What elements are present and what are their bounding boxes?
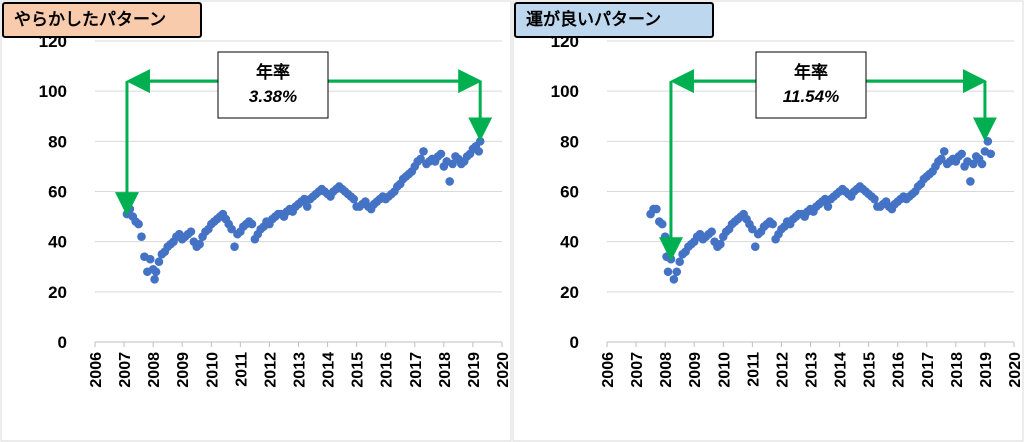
x-tick-label: 2008 <box>658 352 675 388</box>
x-tick-label: 2015 <box>862 352 879 388</box>
x-tick-label: 2013 <box>292 352 309 388</box>
data-point <box>675 257 684 267</box>
data-point <box>957 149 966 159</box>
cagr-box <box>755 51 867 119</box>
cagr-label: 年率 <box>794 62 828 82</box>
y-tick-label: 40 <box>48 233 67 252</box>
x-tick-label: 2010 <box>716 352 733 388</box>
data-point <box>227 224 236 234</box>
x-tick-label: 2008 <box>146 352 163 388</box>
y-tick-label: 80 <box>560 132 579 151</box>
y-tick-label: 100 <box>551 82 579 101</box>
data-point <box>750 242 760 251</box>
x-tick-label: 2011 <box>745 352 762 387</box>
x-tick-label: 2017 <box>408 352 425 388</box>
data-point <box>672 267 682 277</box>
y-tick-label: 0 <box>570 333 579 352</box>
y-tick-label: 80 <box>48 132 67 151</box>
x-tick-label: 2009 <box>687 352 704 388</box>
x-tick-label: 2010 <box>204 352 221 388</box>
data-point <box>977 159 987 169</box>
x-tick-label: 2012 <box>262 352 279 388</box>
x-tick-label: 2007 <box>117 352 134 388</box>
data-point <box>969 159 978 169</box>
x-tick-label: 2019 <box>466 352 483 388</box>
data-point <box>937 154 946 164</box>
x-tick-label: 2009 <box>175 352 192 388</box>
y-tick-label: 20 <box>560 283 579 302</box>
x-tick-label: 2018 <box>949 352 966 388</box>
x-tick-label: 2007 <box>629 352 646 388</box>
data-point <box>748 224 757 234</box>
y-tick-label: 20 <box>48 283 67 302</box>
data-point <box>302 202 312 211</box>
x-tick-label: 2013 <box>804 352 821 388</box>
data-point <box>416 154 425 164</box>
data-point <box>230 242 239 251</box>
cagr-label: 年率 <box>256 62 290 82</box>
data-point <box>870 194 879 204</box>
x-tick-label: 2018 <box>437 352 454 388</box>
x-tick-label: 2020 <box>495 352 512 388</box>
cagr-value: 11.54% <box>783 87 839 106</box>
data-point <box>151 267 161 277</box>
cagr-value: 3.38% <box>249 87 297 106</box>
data-point <box>186 227 196 236</box>
cagr-box <box>217 51 329 119</box>
data-point <box>445 177 454 186</box>
data-point <box>768 219 778 229</box>
data-point <box>195 239 204 249</box>
data-point <box>419 147 428 156</box>
data-point <box>652 204 661 214</box>
data-point <box>150 274 159 284</box>
data-point <box>134 219 143 229</box>
data-point <box>823 202 833 211</box>
chart-panel-right: 運が良いパターン 0 20 40 60 80 100 120 2006 2007 2008 2009… <box>512 0 1024 442</box>
data-point <box>137 232 146 241</box>
x-tick-label: 2012 <box>774 352 791 388</box>
y-tick-label: 0 <box>58 333 67 352</box>
data-point <box>145 254 155 264</box>
data-point <box>669 274 679 284</box>
x-tick-label: 2006 <box>88 352 105 388</box>
data-point <box>716 239 725 249</box>
data-point <box>247 219 257 229</box>
data-point <box>939 147 949 156</box>
x-tick-label: 2017 <box>920 352 937 388</box>
y-tick-label: 100 <box>39 82 67 101</box>
data-point <box>983 137 993 146</box>
data-point <box>436 149 446 159</box>
x-tick-label: 2006 <box>600 352 617 388</box>
data-point <box>349 194 359 204</box>
data-point <box>663 267 673 277</box>
data-point <box>475 137 485 146</box>
x-tick-label: 2016 <box>379 352 396 388</box>
chart-panel-left: やらかしたパターン 0 20 40 60 80 100 120 2006 2007 2008 200… <box>0 0 512 442</box>
x-tick-label: 2016 <box>891 352 908 388</box>
chart-frame <box>0 0 512 442</box>
data-point <box>986 149 996 159</box>
chart-title-left: やらかしたパターン <box>2 2 202 38</box>
x-tick-label: 2020 <box>1007 352 1024 388</box>
data-point <box>707 227 716 236</box>
x-tick-label: 2019 <box>978 352 995 388</box>
chart-title-right: 運が良いパターン <box>514 2 714 38</box>
y-tick-label: 60 <box>560 183 579 202</box>
x-tick-label: 2015 <box>350 352 367 388</box>
data-point <box>474 147 484 156</box>
data-point <box>660 232 670 241</box>
chart-frame <box>512 0 1024 442</box>
data-point <box>154 257 164 267</box>
x-tick-label: 2014 <box>321 352 338 388</box>
x-tick-label: 2014 <box>833 352 850 388</box>
data-point <box>966 177 975 186</box>
x-tick-label: 2011 <box>233 352 250 387</box>
data-point <box>448 159 457 169</box>
y-tick-label: 60 <box>48 183 67 202</box>
data-point <box>657 219 667 229</box>
data-point <box>666 254 676 264</box>
y-tick-label: 40 <box>560 233 579 252</box>
